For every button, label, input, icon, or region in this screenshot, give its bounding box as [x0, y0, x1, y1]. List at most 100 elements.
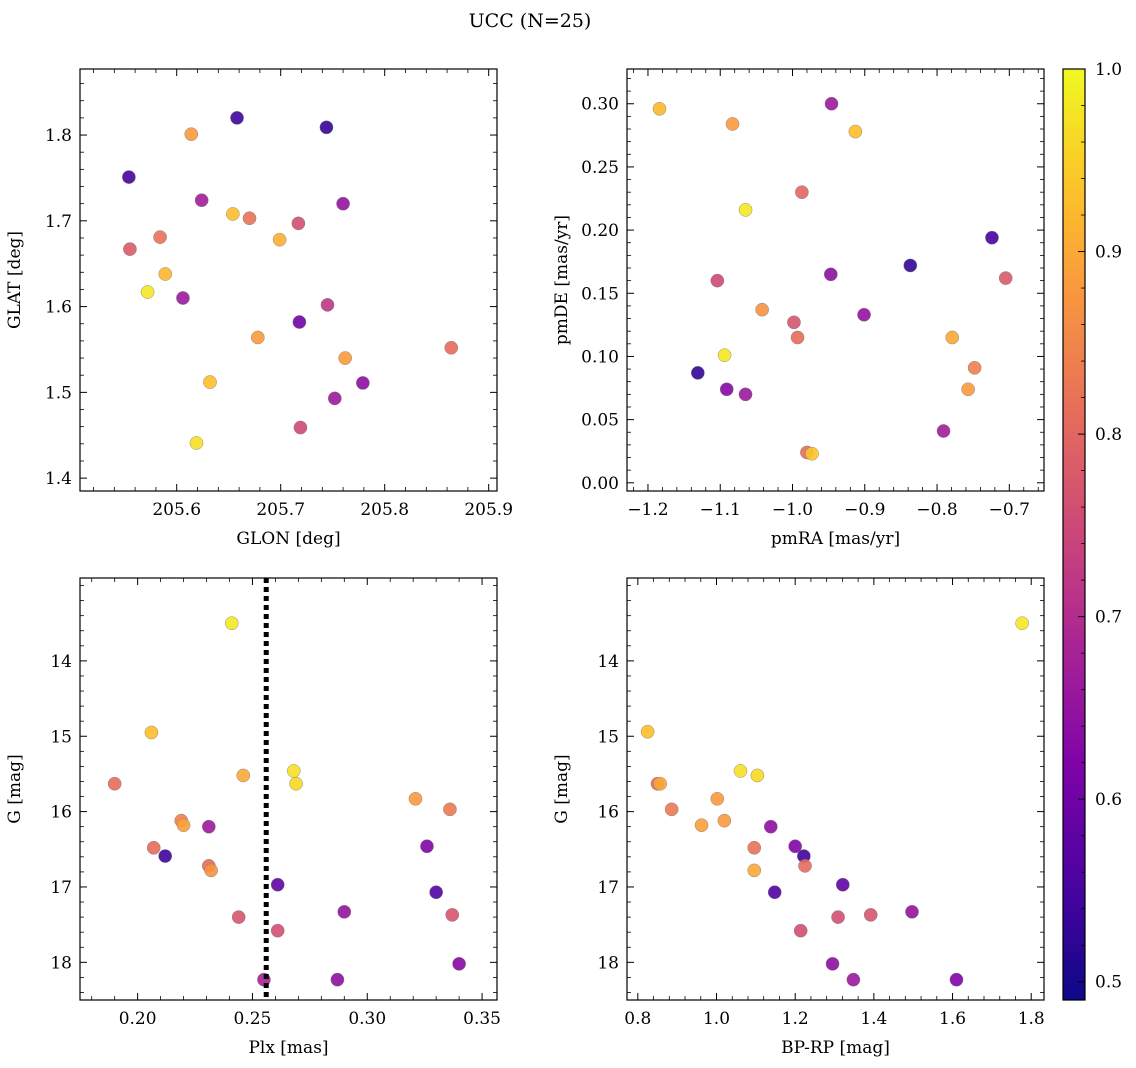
scatter-point: [848, 124, 863, 139]
y-tick-label: 18: [597, 953, 619, 973]
x-tick-label: −1.2: [627, 500, 668, 520]
colorbar-tick-label: 0.5: [1095, 973, 1122, 993]
axes-frame: [79, 577, 498, 1001]
y-tick-label: 0.05: [581, 411, 619, 431]
colorbar: 0.5 0.6 0.7 0.8 0.9 1.0: [1062, 60, 1122, 1001]
scatter-point: [719, 382, 734, 397]
scatter-point: [320, 298, 335, 312]
x-tick-label: 1.6: [939, 1009, 966, 1029]
scatter-point: [408, 791, 423, 806]
scatter-point: [798, 859, 812, 873]
scatter-point: [327, 391, 342, 406]
x-tick-label: 205.8: [360, 500, 409, 520]
scatter-point: [336, 196, 350, 211]
scatter-point: [694, 818, 709, 832]
scatter-point: [936, 424, 951, 438]
scatter-point: [1015, 616, 1029, 631]
scatter-point: [272, 232, 287, 247]
y-tick-label: 1.7: [45, 212, 72, 232]
scatter-point: [998, 271, 1013, 285]
scatter-point: [270, 877, 285, 892]
scatter-point: [292, 315, 307, 329]
y-tick-label: 0.10: [581, 347, 619, 367]
scatter-point: [717, 813, 732, 828]
x-tick-label: −0.7: [989, 500, 1030, 520]
scatter-point: [202, 819, 216, 834]
x-tick-label: 1.0: [703, 1009, 730, 1029]
scatter-point: [831, 910, 845, 924]
scatter-point: [825, 957, 840, 971]
scatter-point: [420, 839, 434, 854]
x-tick-label: 205.9: [464, 500, 513, 520]
scatter-point: [356, 376, 370, 390]
scatter-points: [107, 616, 466, 987]
scatter-point: [824, 96, 839, 111]
scatter-point: [144, 725, 159, 740]
panel-bprp-g: 0.8 1.0 1.2 1.4 1.6 1.8 14 15 16 17 18 BP-RP [mag] G…: [552, 577, 1045, 1058]
scatter-point: [444, 340, 459, 355]
y-tick-label: 1.8: [45, 126, 72, 146]
scatter-point: [755, 302, 769, 317]
scatter-point: [710, 273, 725, 288]
x-tick-label: 0.25: [234, 1009, 272, 1029]
colorbar-tick-label: 0.9: [1095, 243, 1122, 263]
scatter-point: [140, 285, 155, 299]
y-axis-label: pmDE [mas/yr]: [552, 215, 572, 345]
y-tick-label: 0.15: [581, 284, 619, 304]
scatter-point: [691, 366, 705, 380]
y-tick-label: 14: [597, 652, 619, 672]
scatter-point: [795, 185, 809, 199]
scatter-point: [905, 905, 919, 919]
y-tick-label: 1.5: [45, 383, 72, 403]
scatter-points: [122, 111, 459, 450]
axes-frame: [79, 68, 498, 492]
scatter-point: [337, 905, 352, 919]
scatter-points: [652, 96, 1013, 461]
panel-glon-glat: 205.6 205.7 205.8 205.9 1.4 1.5 1.6 1.7 1.8 GLON …: [5, 68, 513, 549]
y-axis-label: G [mag]: [552, 754, 572, 823]
scatter-point: [945, 330, 960, 345]
colorbar-tick-label: 0.7: [1095, 608, 1122, 628]
scatter-point: [291, 216, 306, 231]
colorbar-tick-label: 0.6: [1095, 790, 1122, 810]
x-tick-label: −0.8: [916, 500, 957, 520]
x-tick-label: −1.1: [700, 500, 741, 520]
scatter-point: [270, 923, 285, 938]
x-tick-label: 1.4: [860, 1009, 887, 1029]
scatter-point: [738, 203, 753, 217]
scatter-point: [236, 768, 251, 783]
scatter-point: [231, 910, 246, 924]
scatter-point: [790, 330, 805, 345]
scatter-point: [293, 420, 308, 435]
x-tick-label: −1.0: [772, 500, 813, 520]
scatter-point: [846, 972, 861, 987]
scatter-point: [203, 375, 217, 389]
y-tick-label: 17: [50, 878, 72, 898]
scatter-point: [226, 207, 240, 221]
x-tick-label: 0.30: [348, 1009, 386, 1029]
scatter-point: [123, 242, 137, 256]
y-tick-label: 1.6: [45, 298, 72, 318]
scatter-point: [146, 840, 161, 855]
scatter-point: [230, 111, 244, 125]
scatter-point: [286, 764, 301, 778]
scatter-point: [750, 768, 765, 783]
scatter-point: [805, 446, 819, 461]
x-tick-label: −0.9: [844, 500, 885, 520]
y-tick-label: 16: [50, 803, 72, 823]
figure-title: UCC (N=25): [469, 10, 592, 32]
scatter-point: [176, 818, 191, 832]
y-tick-label: 1.4: [45, 469, 72, 489]
scatter-point: [289, 776, 303, 791]
scatter-point: [429, 885, 443, 900]
y-tick-label: 14: [50, 652, 72, 672]
x-tick-label: 0.20: [119, 1009, 157, 1029]
y-axis-label: G [mag]: [5, 754, 25, 823]
colorbar-tick-label: 1.0: [1095, 60, 1122, 80]
y-tick-label: 15: [50, 727, 72, 747]
scatter-point: [640, 724, 655, 739]
scatter-point: [176, 291, 190, 305]
y-tick-label: 0.20: [581, 221, 619, 241]
scatter-point: [733, 764, 748, 778]
